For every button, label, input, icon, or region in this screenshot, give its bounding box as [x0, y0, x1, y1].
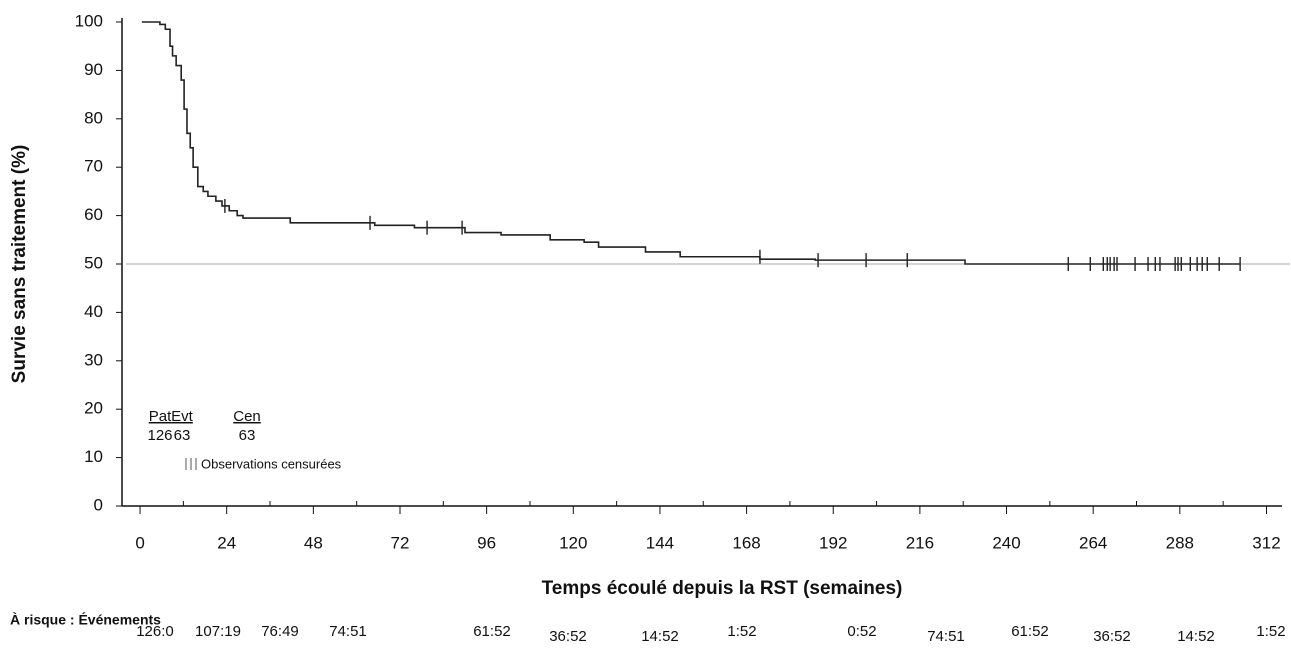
y-tick-label: 40	[84, 302, 103, 321]
summary-header: Evt	[171, 408, 194, 425]
at-risk-label: 0:52	[847, 623, 876, 640]
legend-label: Observations censurées	[201, 456, 342, 471]
at-risk-title: À risque : Événements	[10, 612, 161, 628]
y-axis-title: Survie sans traitement (%)	[9, 145, 30, 384]
x-tick-label: 72	[391, 533, 410, 552]
x-tick-label: 288	[1166, 533, 1194, 552]
x-tick-label: 0	[135, 533, 144, 552]
y-tick-label: 90	[84, 60, 103, 79]
y-tick-label: 80	[84, 108, 103, 127]
x-tick-label: 192	[819, 533, 847, 552]
x-tick-label: 168	[732, 533, 760, 552]
y-tick-label: 60	[84, 205, 103, 224]
at-risk-label: 36:52	[549, 628, 587, 645]
y-tick-label: 100	[75, 11, 103, 30]
y-tick-label: 20	[84, 399, 103, 418]
at-risk-label: 61:52	[1011, 623, 1049, 640]
at-risk-label: 14:52	[641, 628, 679, 645]
summary-header: Cen	[233, 408, 261, 425]
x-tick-label: 96	[477, 533, 496, 552]
y-tick-label: 70	[84, 157, 103, 176]
summary-header: Pat	[149, 408, 172, 425]
x-tick-label: 24	[217, 533, 236, 552]
summary-value: 63	[239, 427, 256, 444]
x-tick-label: 240	[992, 533, 1020, 552]
at-risk-label: 126:0	[136, 623, 174, 640]
y-tick-label: 50	[84, 253, 103, 272]
at-risk-label: 74:51	[329, 623, 367, 640]
x-axis-title: Temps écoulé depuis la RST (semaines)	[542, 578, 903, 599]
at-risk-label: 36:52	[1093, 628, 1131, 645]
at-risk-label: 1:52	[1256, 623, 1285, 640]
at-risk-label: 74:51	[927, 628, 965, 645]
x-tick-label: 216	[906, 533, 934, 552]
x-tick-label: 120	[559, 533, 587, 552]
at-risk-label: 107:19	[195, 623, 241, 640]
y-tick-label: 0	[94, 495, 103, 514]
summary-value: 63	[174, 427, 191, 444]
survival-curve	[141, 21, 1241, 265]
summary-value: 126	[147, 427, 172, 444]
at-risk-label: 1:52	[727, 623, 756, 640]
at-risk-label: 14:52	[1177, 628, 1215, 645]
x-tick-label: 144	[646, 533, 674, 552]
x-tick-label: 48	[304, 533, 323, 552]
x-tick-label: 264	[1079, 533, 1107, 552]
at-risk-label: 76:49	[261, 623, 299, 640]
y-tick-label: 30	[84, 350, 103, 369]
y-tick-label: 10	[84, 447, 103, 466]
at-risk-label: 61:52	[473, 623, 511, 640]
x-tick-label: 312	[1252, 533, 1280, 552]
